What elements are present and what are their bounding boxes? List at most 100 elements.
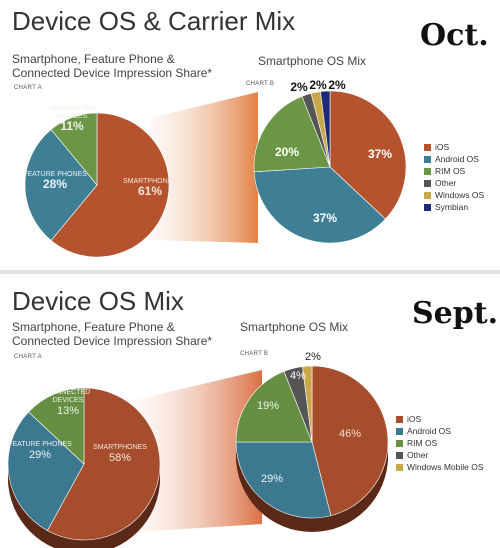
legend-label: Other (407, 450, 429, 460)
chart-b-title: Smartphone OS Mix (258, 54, 367, 68)
subtitle-line: Smartphone, Feature Phone & (12, 320, 175, 334)
legend-label: Windows OS (435, 190, 485, 200)
september-panel: Device OS Mix Sept. Smartphone, Feature … (0, 274, 500, 548)
pie-slice (46, 387, 161, 541)
legend-label: Symbian (435, 202, 469, 212)
legend-item: RIM OS (424, 165, 484, 177)
slice-label: CONNECTED (46, 389, 90, 396)
slice-value: 2% (328, 78, 346, 92)
slice-value: 37% (313, 211, 337, 225)
page-title: Device OS Mix (12, 286, 184, 316)
month-label: Oct. (420, 18, 489, 53)
pie-slice (50, 112, 98, 186)
pie-slice (329, 90, 407, 220)
pie-chart: 46% 29% 19% 4% 2% (235, 351, 389, 532)
slice-value: 2% (305, 351, 321, 363)
october-panel: Device OS & Carrier Mix Oct. Smartphone,… (0, 0, 500, 270)
legend-item: Windows Mobile OS (396, 461, 484, 473)
slice-value: 29% (261, 473, 283, 485)
legend-label: RIM OS (407, 438, 438, 448)
chart-b-label: CHART B (240, 351, 269, 357)
pie-chart: 37%37%20%2% 2% 2% (253, 78, 407, 244)
pie-slice (7, 411, 85, 532)
pie-slice (50, 112, 170, 258)
slice-label: FEATURE PHONES (23, 171, 87, 178)
slice-value: 2% (309, 78, 327, 92)
legend-label: Windows Mobile OS (407, 462, 484, 472)
slice-value: 13% (57, 405, 79, 417)
legend-label: Other (435, 178, 457, 188)
legend-item: Android OS (424, 153, 484, 165)
slice-value: 28% (43, 177, 67, 191)
legend-swatch (424, 143, 431, 151)
chart-a-subtitle: Smartphone, Feature Phone & Connected De… (12, 52, 212, 80)
slice-value: 46% (339, 428, 361, 440)
slice-label: DEVICES (53, 397, 84, 404)
chart-b-title: Smartphone OS Mix (240, 320, 349, 334)
pie-slice (24, 129, 98, 241)
page-title: Device OS & Carrier Mix (12, 6, 296, 36)
legend-swatch (424, 167, 431, 175)
zoom-beam (150, 92, 258, 243)
subtitle-line: Connected Device Impression Share* (12, 334, 213, 348)
slice-value: 29% (29, 449, 51, 461)
legend-swatch (424, 155, 431, 163)
chart-a-label: CHART A (14, 354, 42, 360)
pie-slice (28, 387, 85, 465)
slice-label: DEVICES (57, 113, 88, 120)
slice-value: 4% (290, 370, 306, 382)
slice-label: SMARTPHONES (93, 444, 147, 451)
legend-swatch (396, 439, 403, 447)
slice-label: SMARTPHONES (123, 178, 177, 185)
slice-label: CONNECTED (50, 105, 94, 112)
legend-label: RIM OS (435, 166, 466, 176)
legend-item: Android OS (396, 425, 484, 437)
slice-value: 61% (138, 184, 162, 198)
month-label: Sept. (412, 296, 499, 331)
pie-slice (235, 370, 313, 443)
pie-slice (253, 166, 386, 244)
legend-swatch (424, 179, 431, 187)
legend-label: iOS (435, 142, 450, 152)
panel-separator (0, 270, 500, 274)
legend-swatch (424, 203, 431, 211)
legend-item: iOS (396, 413, 484, 425)
chart-a-subtitle: Smartphone, Feature Phone & Connected De… (12, 320, 212, 348)
legend-swatch (396, 463, 403, 471)
legend-item: iOS (424, 141, 484, 153)
legend-label: Android OS (407, 426, 451, 436)
legend-label: iOS (407, 414, 422, 424)
legend-swatch (424, 191, 431, 199)
pie-slice (302, 365, 313, 443)
slice-value: 19% (257, 400, 279, 412)
subtitle-line: Smartphone, Feature Phone & (12, 52, 175, 66)
pie-slice (311, 365, 389, 516)
slice-value: 2% (290, 80, 308, 94)
slice-value: 11% (60, 119, 84, 133)
legend-swatch (396, 415, 403, 423)
slice-label: FEATURE PHONES (8, 441, 72, 448)
legend-item: Other (424, 177, 484, 189)
subtitle-line: Connected Device Impression Share* (12, 66, 213, 80)
chart-b-label: CHART B (246, 81, 275, 87)
legend-item: Symbian (424, 201, 484, 213)
chart-b-legend: iOS Android OS RIM OS Other Windows Mobile O… (396, 413, 484, 473)
chart-b-legend: iOS Android OS RIM OS Other Windows OS Symbia… (424, 141, 484, 213)
slice-value: 37% (368, 147, 392, 161)
legend-swatch (396, 427, 403, 435)
slice-value: 20% (275, 145, 299, 159)
slice-value: 58% (109, 452, 131, 464)
zoom-beam (135, 370, 262, 532)
legend-item: Windows OS (424, 189, 484, 201)
chart-a-label: CHART A (14, 85, 42, 91)
legend-label: Android OS (435, 154, 479, 164)
pie-slice (235, 441, 332, 519)
pie-slice (253, 95, 331, 173)
pie-slice (320, 90, 331, 168)
legend-item: RIM OS (396, 437, 484, 449)
legend-item: Other (396, 449, 484, 461)
